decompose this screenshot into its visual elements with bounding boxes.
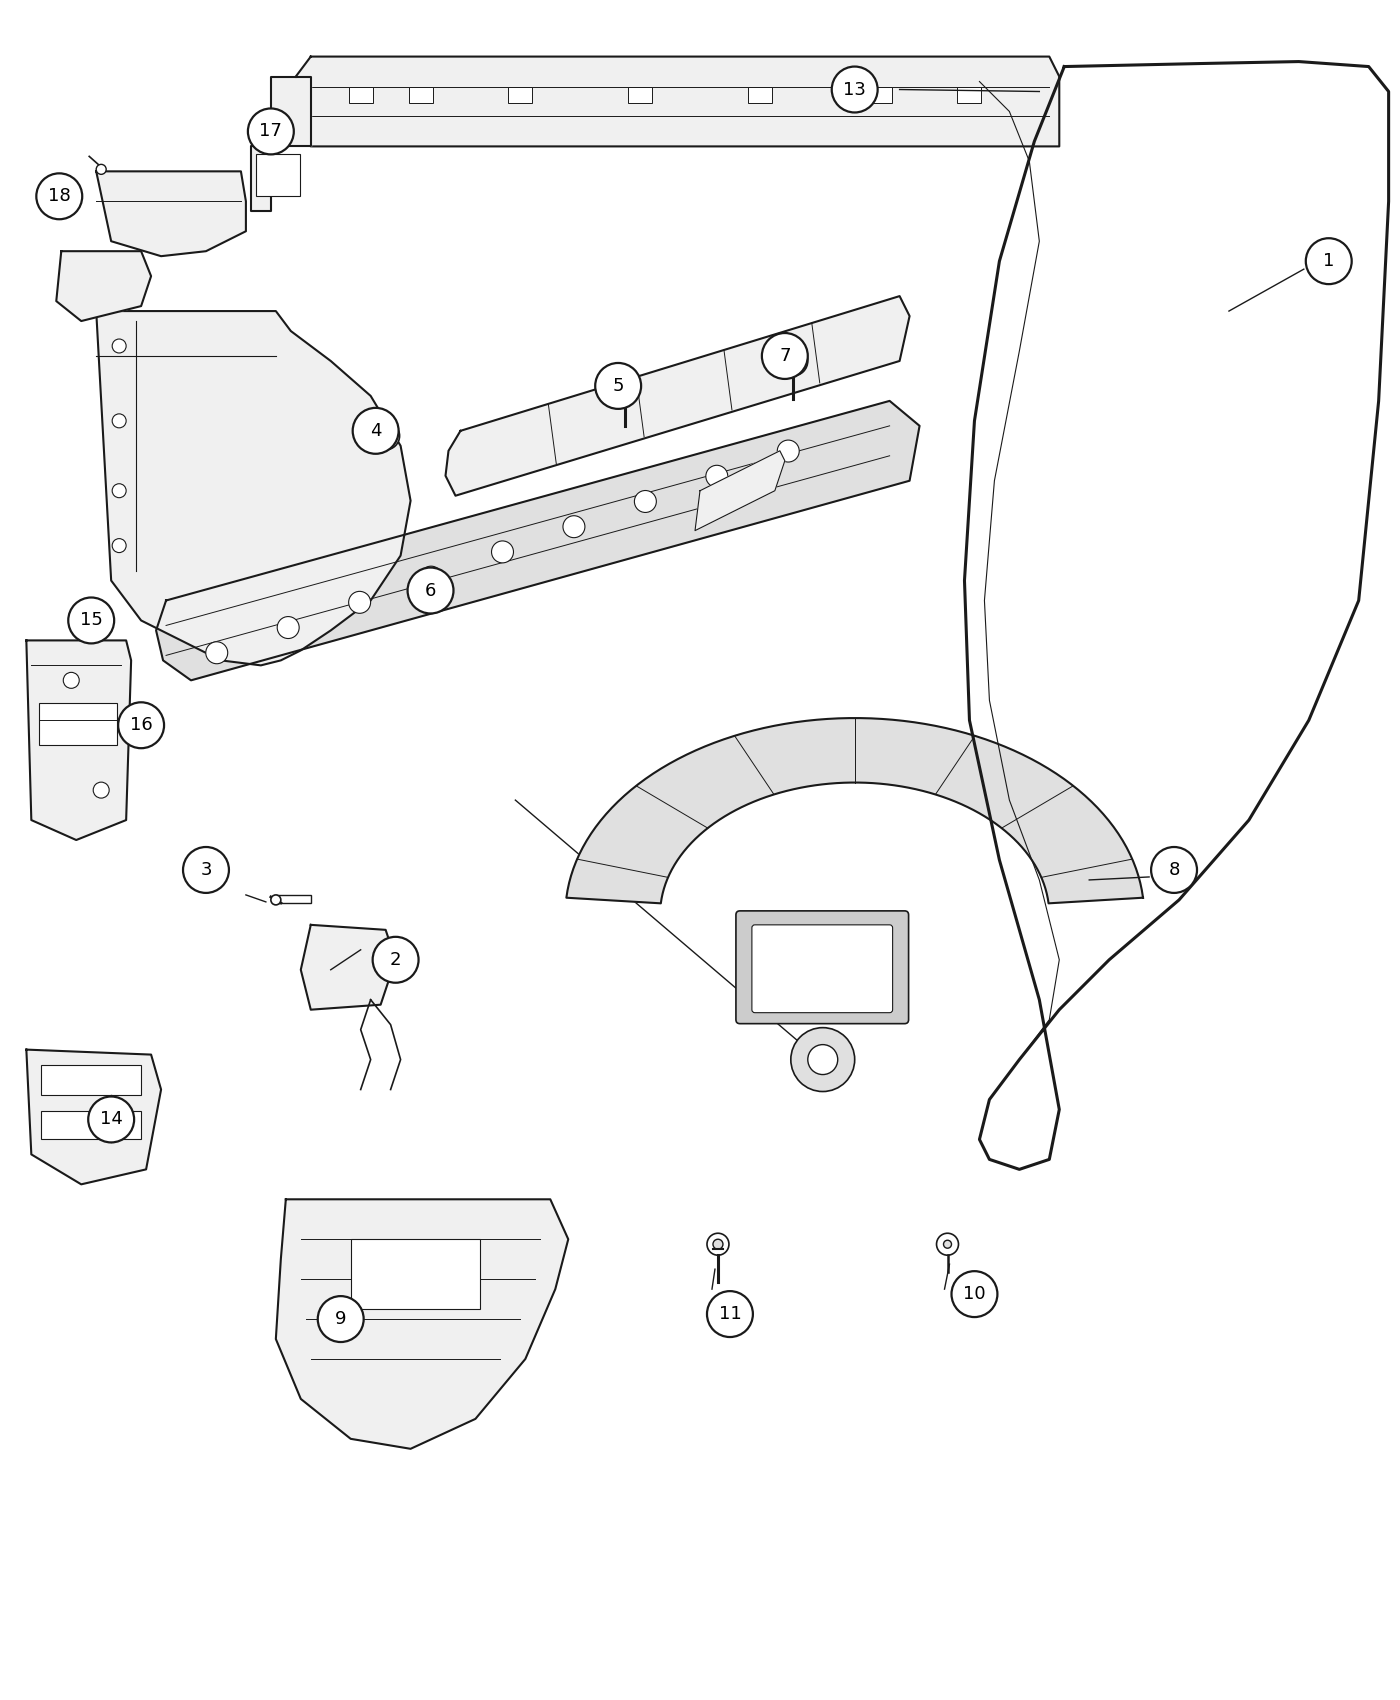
- Text: 3: 3: [200, 860, 211, 879]
- Text: 5: 5: [612, 377, 624, 394]
- Circle shape: [778, 347, 808, 376]
- Circle shape: [808, 1044, 837, 1074]
- Text: 15: 15: [80, 612, 102, 629]
- Text: 6: 6: [424, 581, 437, 600]
- Circle shape: [707, 1232, 729, 1255]
- Polygon shape: [965, 61, 1389, 1170]
- Circle shape: [595, 364, 641, 410]
- Text: 17: 17: [259, 122, 283, 141]
- Polygon shape: [251, 76, 311, 211]
- Circle shape: [318, 1295, 364, 1341]
- Circle shape: [36, 173, 83, 219]
- Circle shape: [563, 515, 585, 537]
- Circle shape: [713, 1239, 722, 1250]
- Circle shape: [88, 1096, 134, 1142]
- Polygon shape: [445, 296, 910, 496]
- Bar: [629, 87, 652, 104]
- Circle shape: [353, 408, 399, 454]
- Text: 14: 14: [99, 1110, 123, 1129]
- Polygon shape: [276, 1198, 568, 1448]
- Circle shape: [1151, 847, 1197, 893]
- Circle shape: [791, 1027, 854, 1091]
- Circle shape: [785, 354, 799, 367]
- Circle shape: [277, 617, 300, 639]
- Text: 7: 7: [778, 347, 791, 366]
- Bar: [409, 87, 433, 104]
- Circle shape: [112, 413, 126, 428]
- Circle shape: [937, 1232, 959, 1255]
- Circle shape: [183, 847, 230, 893]
- Text: 16: 16: [130, 716, 153, 734]
- Text: 9: 9: [335, 1311, 346, 1328]
- Circle shape: [407, 568, 454, 614]
- Circle shape: [615, 382, 636, 405]
- Bar: [349, 87, 372, 104]
- Bar: [868, 87, 892, 104]
- Circle shape: [1306, 238, 1352, 284]
- Polygon shape: [295, 56, 1060, 146]
- Polygon shape: [27, 641, 132, 840]
- Text: 18: 18: [48, 187, 70, 206]
- Polygon shape: [27, 1049, 161, 1185]
- Text: 13: 13: [843, 80, 867, 99]
- Circle shape: [777, 440, 799, 462]
- Text: 11: 11: [718, 1306, 742, 1323]
- Text: 10: 10: [963, 1285, 986, 1304]
- Circle shape: [118, 702, 164, 748]
- Circle shape: [832, 66, 878, 112]
- Bar: [42, 1064, 141, 1095]
- Polygon shape: [301, 925, 396, 1010]
- Circle shape: [97, 165, 106, 175]
- Bar: [748, 87, 771, 104]
- Circle shape: [371, 422, 399, 451]
- Bar: [256, 155, 300, 196]
- Text: 8: 8: [1169, 860, 1180, 879]
- Circle shape: [634, 491, 657, 512]
- Text: 4: 4: [370, 422, 381, 440]
- Circle shape: [69, 597, 115, 643]
- Polygon shape: [155, 401, 920, 680]
- FancyBboxPatch shape: [752, 925, 893, 1013]
- Circle shape: [112, 338, 126, 354]
- Circle shape: [762, 333, 808, 379]
- Circle shape: [112, 484, 126, 498]
- Text: 2: 2: [389, 950, 402, 969]
- Polygon shape: [694, 450, 785, 530]
- Bar: [42, 1112, 141, 1139]
- Circle shape: [248, 109, 294, 155]
- Bar: [39, 704, 118, 745]
- Polygon shape: [567, 717, 1142, 903]
- Bar: [350, 1239, 480, 1309]
- Bar: [958, 87, 981, 104]
- Circle shape: [952, 1272, 997, 1318]
- Circle shape: [372, 937, 419, 983]
- Bar: [276, 894, 311, 903]
- Circle shape: [707, 1290, 753, 1336]
- Circle shape: [349, 592, 371, 614]
- Circle shape: [270, 894, 281, 904]
- Circle shape: [706, 466, 728, 488]
- Circle shape: [206, 643, 228, 663]
- Circle shape: [94, 782, 109, 797]
- Circle shape: [379, 430, 392, 442]
- Polygon shape: [56, 252, 151, 321]
- Circle shape: [491, 541, 514, 563]
- Polygon shape: [97, 311, 410, 665]
- Circle shape: [944, 1241, 952, 1248]
- Bar: [617, 394, 633, 400]
- Circle shape: [420, 566, 442, 588]
- FancyBboxPatch shape: [736, 911, 909, 1023]
- Polygon shape: [97, 172, 246, 257]
- Circle shape: [112, 539, 126, 552]
- Bar: [508, 87, 532, 104]
- Circle shape: [63, 673, 80, 689]
- Text: 1: 1: [1323, 252, 1334, 270]
